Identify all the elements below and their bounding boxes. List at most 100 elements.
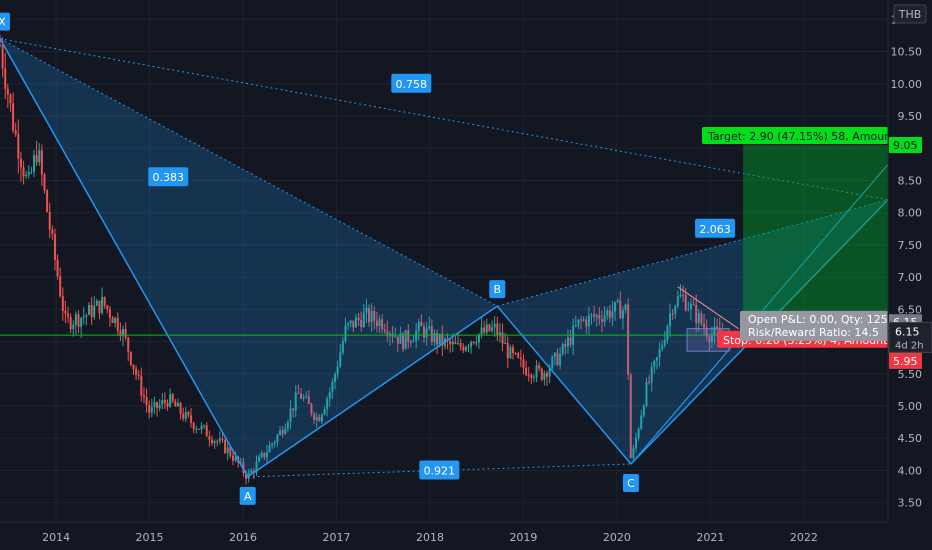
- x-tick-label: 2014: [42, 531, 70, 544]
- candle-body: [72, 324, 75, 330]
- position-info-box: [740, 310, 888, 341]
- price-axis[interactable]: 3.504.004.505.005.506.006.507.007.508.00…: [887, 0, 932, 550]
- currency-badge[interactable]: THB: [893, 4, 927, 24]
- last-price-value: 6.15: [895, 325, 920, 338]
- bc-leg[interactable]: [496, 305, 632, 465]
- candle-body: [156, 402, 159, 409]
- candle-body: [404, 330, 407, 350]
- price-tag-value: 9.05: [893, 139, 918, 152]
- x-tick-label: 2021: [696, 531, 724, 544]
- candle-body: [315, 416, 318, 421]
- candle-body: [161, 400, 164, 405]
- candle-body: [561, 344, 564, 354]
- position-info-line: Open P&L: 0.00, Qty: 1250: [748, 313, 895, 326]
- ratio-label: 0.758: [391, 73, 432, 93]
- candle-body: [127, 337, 130, 352]
- candle-body: [323, 409, 326, 415]
- candle-body: [388, 333, 391, 336]
- candle-body: [480, 327, 483, 335]
- y-tick-label: 7.50: [898, 239, 923, 252]
- ab-leg[interactable]: [247, 305, 498, 478]
- candle-body: [540, 368, 543, 380]
- time-axis[interactable]: 2014 2015 2016 2017 2018 2019 2020 2021 2022: [0, 521, 932, 550]
- candle-body: [682, 294, 685, 296]
- candle-body: [263, 452, 266, 458]
- candle-body: [663, 340, 666, 346]
- candle-body: [692, 303, 695, 305]
- candle-body: [74, 314, 77, 325]
- candle-body: [370, 310, 373, 323]
- candle-body: [339, 352, 342, 367]
- candle-body: [483, 327, 486, 333]
- last-price-bg: [888, 321, 932, 353]
- candle-body: [538, 365, 541, 369]
- candle-body: [619, 300, 622, 319]
- pattern-labels: X A B C 0.383 0.758 0.921 2.063: [0, 12, 736, 505]
- candle-body: [697, 313, 700, 323]
- candle-body: [187, 412, 190, 416]
- candle-body: [467, 346, 470, 348]
- candle-body: [320, 414, 323, 422]
- candle-body: [305, 396, 308, 398]
- candle-body: [653, 360, 656, 367]
- candle-body: [252, 470, 255, 473]
- candle-body: [577, 319, 580, 326]
- chart-grid: [0, 0, 888, 522]
- candle-body: [265, 452, 268, 458]
- ratio-badge: [148, 167, 189, 187]
- candle-body: [504, 343, 507, 345]
- candle-body: [517, 353, 520, 358]
- xab-triangle[interactable]: [0, 38, 498, 477]
- candle-body: [687, 309, 690, 311]
- candle-body: [606, 310, 609, 316]
- candle-body: [299, 393, 302, 399]
- candle-body: [373, 310, 376, 321]
- candle-body: [158, 404, 161, 409]
- candle-body: [216, 441, 219, 443]
- y-tick-label: 10.50: [891, 46, 923, 59]
- candle-body: [559, 353, 562, 366]
- candle-body: [428, 326, 431, 329]
- candle-body: [700, 313, 703, 324]
- candle-body: [354, 317, 357, 328]
- y-tick-label: 6.50: [898, 303, 923, 316]
- candle-body: [148, 404, 151, 413]
- candle-body: [313, 413, 316, 421]
- pattern-point-a: A: [239, 486, 256, 505]
- candle-body: [307, 396, 310, 404]
- candle-body: [169, 394, 172, 407]
- candle-body: [532, 377, 535, 379]
- target-label[interactable]: Target: 2.90 (47.15%) 58, Amount: [702, 127, 896, 144]
- candle-body: [67, 313, 70, 317]
- candle-body: [297, 392, 300, 394]
- candle-body: [386, 331, 389, 336]
- candle-body: [640, 415, 643, 429]
- xd-ratio-line[interactable]: [0, 38, 889, 201]
- candle-body: [556, 352, 559, 366]
- pattern-point-badge: [239, 486, 256, 505]
- candle-body: [273, 441, 276, 444]
- candle-body: [231, 455, 234, 461]
- xa-leg[interactable]: [0, 38, 249, 478]
- bcd-triangle[interactable]: [497, 199, 888, 464]
- target-zone[interactable]: [743, 145, 888, 332]
- candle-body: [276, 434, 279, 442]
- xb-ratio-line[interactable]: [0, 38, 498, 307]
- candle-body: [19, 158, 22, 168]
- candle-body: [522, 359, 525, 368]
- ratio-label: 2.063: [695, 218, 736, 238]
- candle-body: [470, 341, 473, 347]
- candle-body: [569, 337, 572, 345]
- candle-body: [208, 436, 211, 440]
- candle-body: [600, 319, 603, 322]
- candle-body: [546, 373, 549, 377]
- candle-body: [669, 313, 672, 327]
- candle-body: [713, 326, 716, 336]
- y-tick-label: 8.00: [898, 207, 923, 220]
- candle-body: [585, 319, 588, 327]
- candle-body: [360, 319, 363, 328]
- trend-line[interactable]: [677, 286, 739, 330]
